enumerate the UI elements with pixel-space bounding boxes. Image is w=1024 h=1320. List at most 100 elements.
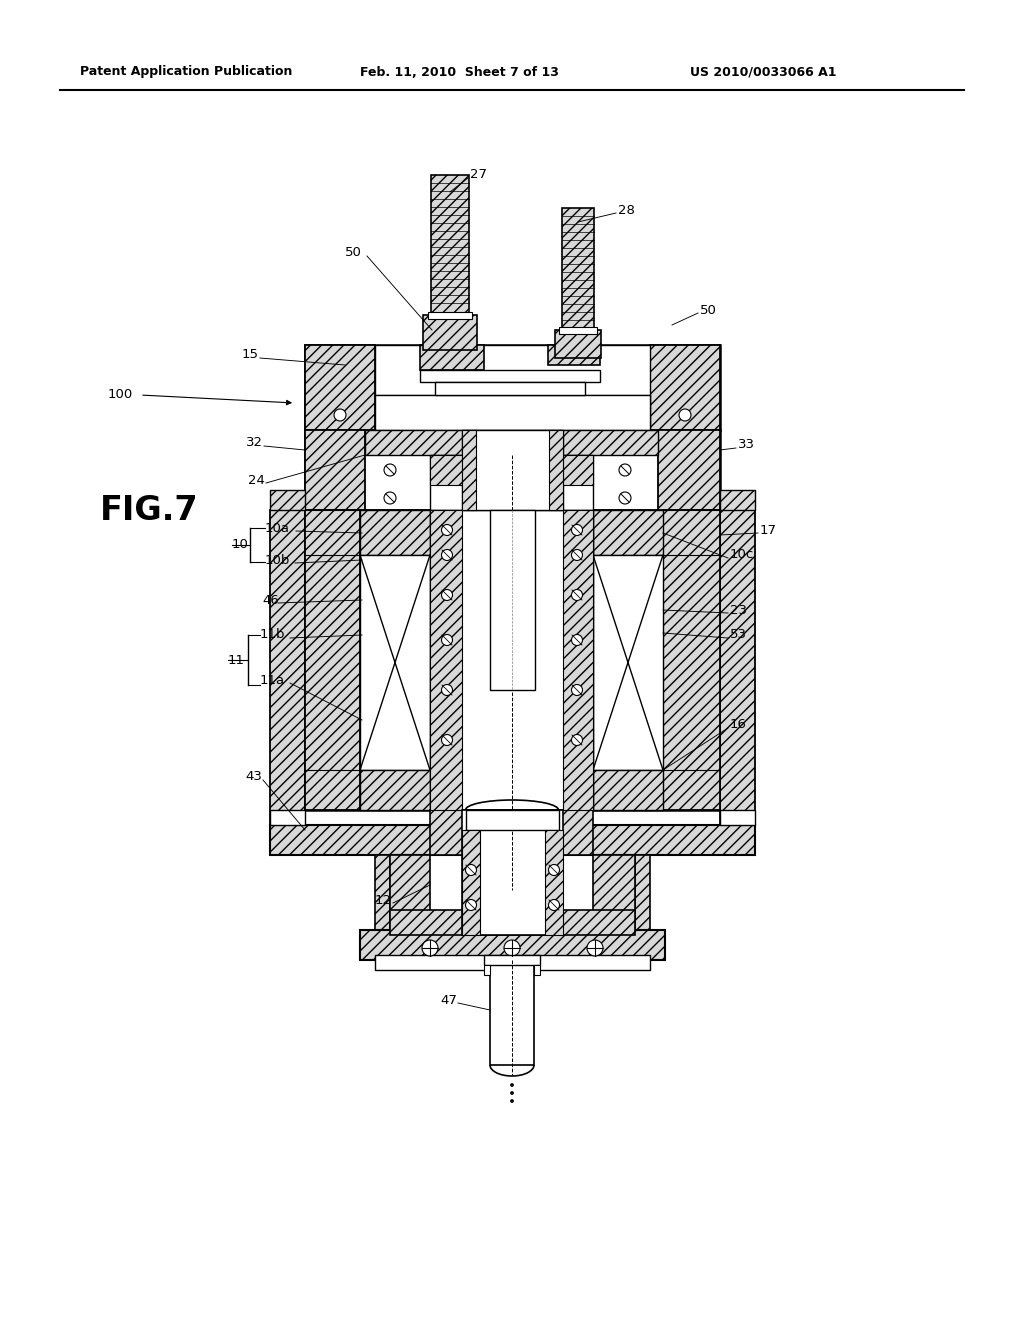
Polygon shape bbox=[360, 931, 665, 960]
Polygon shape bbox=[462, 430, 476, 510]
Text: 43: 43 bbox=[245, 771, 262, 784]
Polygon shape bbox=[305, 510, 360, 810]
Polygon shape bbox=[428, 312, 472, 319]
Polygon shape bbox=[593, 510, 663, 554]
Polygon shape bbox=[430, 455, 593, 510]
Polygon shape bbox=[593, 770, 663, 810]
Polygon shape bbox=[435, 381, 585, 395]
Polygon shape bbox=[545, 830, 563, 935]
Polygon shape bbox=[658, 430, 720, 510]
Polygon shape bbox=[462, 810, 563, 935]
Polygon shape bbox=[663, 510, 720, 810]
Polygon shape bbox=[305, 345, 720, 430]
Polygon shape bbox=[390, 855, 635, 920]
Circle shape bbox=[441, 524, 453, 536]
Polygon shape bbox=[420, 370, 600, 381]
Polygon shape bbox=[720, 810, 755, 825]
Polygon shape bbox=[430, 510, 593, 810]
Polygon shape bbox=[305, 430, 720, 510]
Text: 17: 17 bbox=[760, 524, 777, 536]
Polygon shape bbox=[462, 430, 563, 510]
Circle shape bbox=[466, 865, 476, 875]
Polygon shape bbox=[563, 510, 593, 810]
Polygon shape bbox=[270, 490, 305, 510]
Polygon shape bbox=[462, 830, 480, 935]
Circle shape bbox=[384, 492, 396, 504]
Polygon shape bbox=[360, 770, 430, 810]
Polygon shape bbox=[549, 430, 563, 510]
Polygon shape bbox=[593, 554, 663, 770]
Polygon shape bbox=[555, 330, 601, 358]
Polygon shape bbox=[563, 455, 593, 484]
Polygon shape bbox=[548, 345, 600, 366]
Circle shape bbox=[441, 590, 453, 601]
Polygon shape bbox=[490, 510, 535, 690]
Circle shape bbox=[679, 409, 691, 421]
Circle shape bbox=[571, 635, 583, 645]
Circle shape bbox=[441, 734, 453, 746]
Polygon shape bbox=[593, 855, 635, 920]
Circle shape bbox=[511, 1100, 513, 1102]
Text: 12: 12 bbox=[375, 894, 392, 907]
Text: Feb. 11, 2010  Sheet 7 of 13: Feb. 11, 2010 Sheet 7 of 13 bbox=[360, 66, 559, 78]
Circle shape bbox=[571, 549, 583, 561]
Text: 50: 50 bbox=[345, 247, 361, 260]
Text: 10a: 10a bbox=[265, 521, 290, 535]
Circle shape bbox=[511, 1092, 513, 1094]
Polygon shape bbox=[375, 855, 390, 940]
Polygon shape bbox=[360, 554, 430, 770]
Polygon shape bbox=[635, 855, 650, 940]
Text: 10: 10 bbox=[232, 539, 249, 552]
Polygon shape bbox=[431, 176, 469, 315]
Text: 33: 33 bbox=[738, 438, 755, 451]
Circle shape bbox=[618, 465, 631, 477]
Polygon shape bbox=[423, 315, 477, 350]
Polygon shape bbox=[534, 965, 540, 975]
Polygon shape bbox=[375, 954, 650, 970]
Circle shape bbox=[441, 685, 453, 696]
Polygon shape bbox=[484, 954, 540, 965]
Circle shape bbox=[571, 685, 583, 696]
Text: 32: 32 bbox=[246, 437, 263, 450]
Polygon shape bbox=[305, 510, 720, 810]
Polygon shape bbox=[305, 430, 365, 510]
Circle shape bbox=[571, 734, 583, 746]
Text: 28: 28 bbox=[618, 203, 635, 216]
Text: 11: 11 bbox=[228, 653, 245, 667]
Polygon shape bbox=[720, 510, 755, 855]
Circle shape bbox=[422, 940, 438, 956]
Circle shape bbox=[504, 940, 520, 956]
Circle shape bbox=[441, 549, 453, 561]
Circle shape bbox=[618, 492, 631, 504]
Text: 11a: 11a bbox=[260, 673, 285, 686]
Text: 10b: 10b bbox=[265, 553, 291, 566]
Polygon shape bbox=[466, 810, 559, 830]
Circle shape bbox=[466, 899, 476, 911]
Polygon shape bbox=[430, 810, 593, 855]
Polygon shape bbox=[305, 345, 375, 430]
Text: 23: 23 bbox=[730, 603, 746, 616]
Polygon shape bbox=[270, 810, 305, 825]
Polygon shape bbox=[720, 490, 755, 510]
Text: US 2010/0033066 A1: US 2010/0033066 A1 bbox=[690, 66, 837, 78]
Polygon shape bbox=[420, 345, 484, 370]
Polygon shape bbox=[375, 395, 650, 430]
Circle shape bbox=[571, 590, 583, 601]
Text: FIG.7: FIG.7 bbox=[100, 494, 199, 527]
Polygon shape bbox=[562, 209, 594, 330]
Polygon shape bbox=[490, 960, 534, 1065]
Text: 47: 47 bbox=[440, 994, 457, 1006]
Circle shape bbox=[441, 635, 453, 645]
Polygon shape bbox=[270, 510, 305, 855]
Polygon shape bbox=[360, 510, 430, 554]
Polygon shape bbox=[650, 345, 720, 430]
Polygon shape bbox=[375, 345, 650, 430]
Text: Patent Application Publication: Patent Application Publication bbox=[80, 66, 293, 78]
Text: 24: 24 bbox=[248, 474, 265, 487]
Polygon shape bbox=[270, 825, 755, 855]
Circle shape bbox=[571, 524, 583, 536]
Circle shape bbox=[334, 409, 346, 421]
Polygon shape bbox=[484, 965, 490, 975]
Polygon shape bbox=[430, 510, 462, 810]
Polygon shape bbox=[390, 855, 430, 920]
